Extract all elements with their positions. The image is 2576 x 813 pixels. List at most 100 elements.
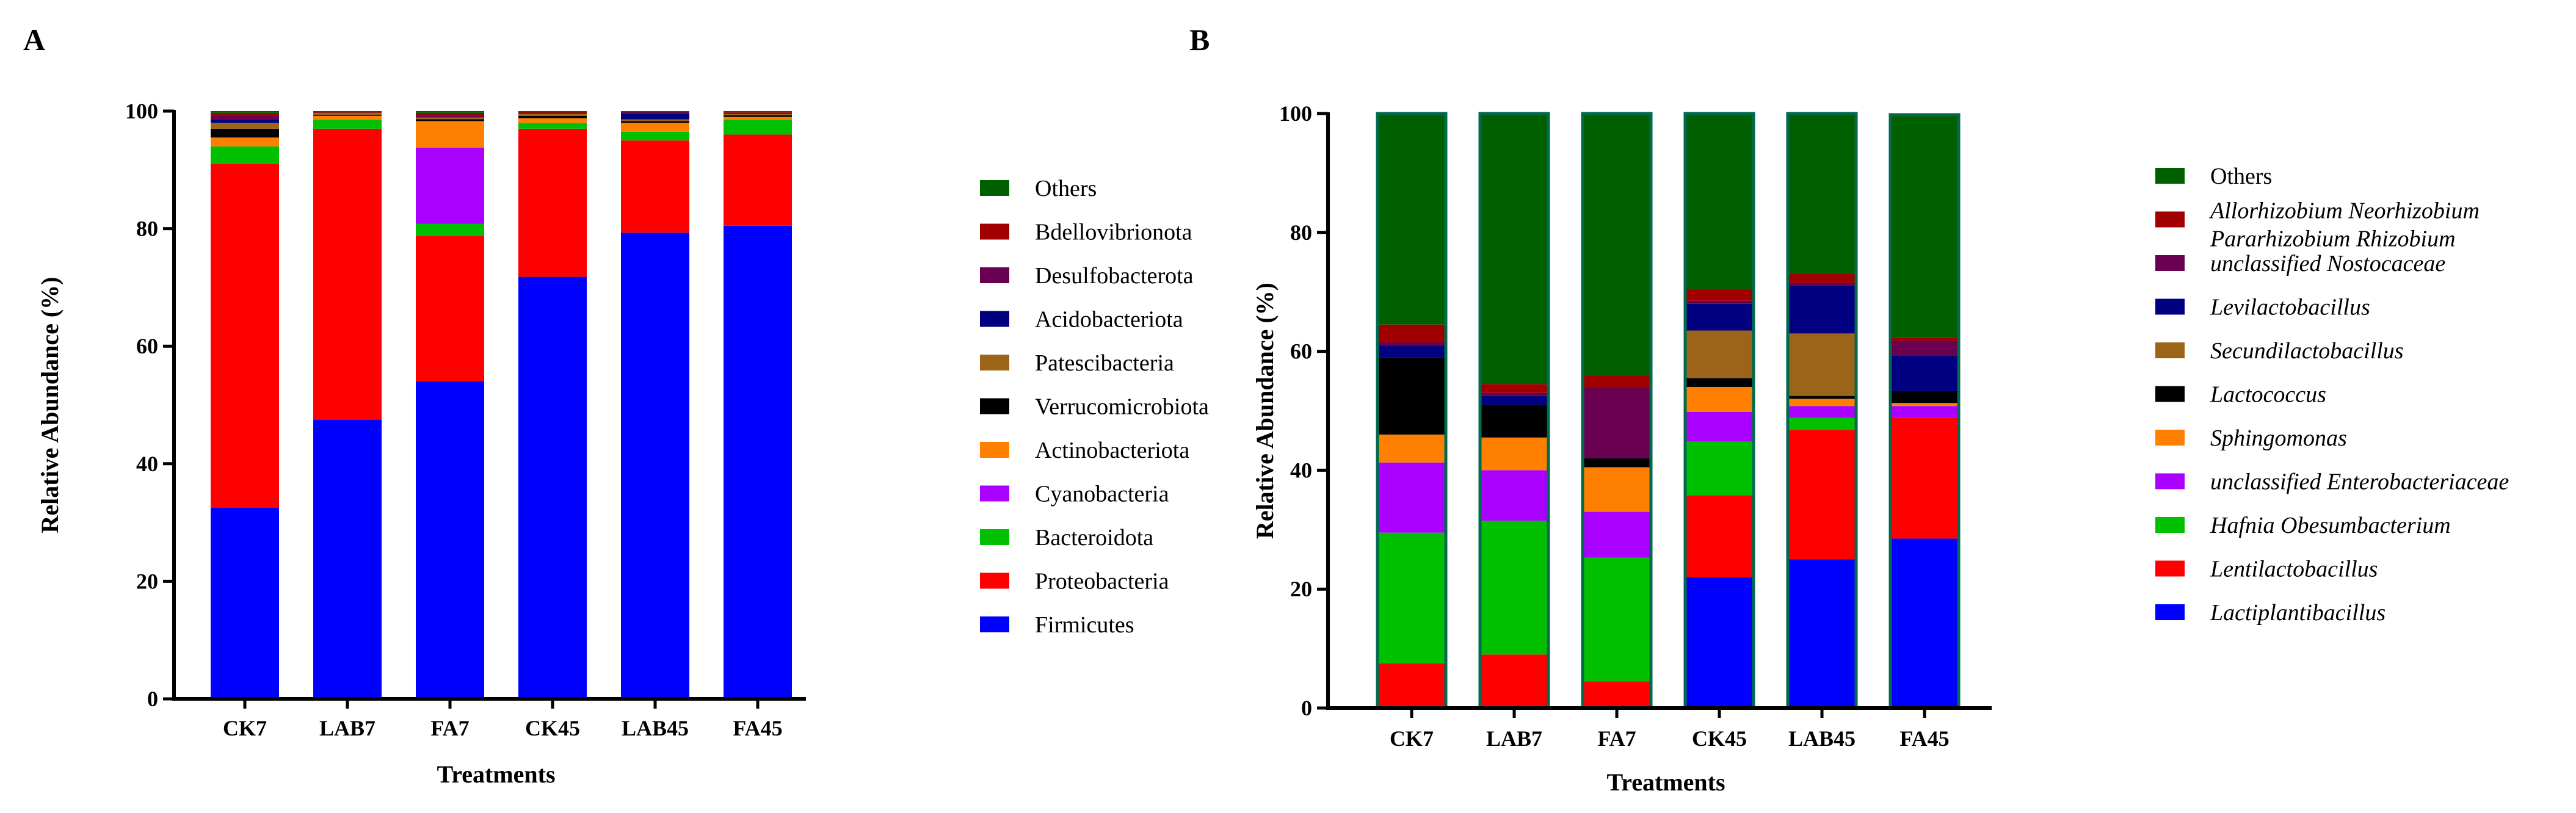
bar-fa45-series-7 (1890, 355, 1959, 391)
bar-ck45-series-5 (1685, 378, 1754, 388)
bar-ck45-series-1 (518, 128, 587, 277)
legend-label: Lactiplantibacillus (2210, 600, 2386, 626)
legend-label: Verrucomicrobiota (1035, 394, 1209, 420)
legend-label: Proteobacteria (1035, 569, 1169, 594)
bar-fa7-series-2 (1583, 557, 1651, 682)
bar-fa45-series-4 (1890, 403, 1959, 406)
legend-label: Bdellovibrionota (1035, 220, 1192, 245)
y-tick-label: 60 (1290, 339, 1312, 364)
bar-fa45-series-6 (724, 114, 792, 115)
bar-lab7-series-8 (1480, 392, 1548, 396)
bar-ck45-series-0 (518, 276, 587, 699)
bar-lab45-series-3 (1788, 406, 1856, 418)
bar-ck45-series-0 (1685, 577, 1754, 708)
x-tick-label: FA45 (733, 716, 782, 740)
legend-label: Acidobacteriota (1035, 307, 1183, 333)
legend-label-line1: Allorhizobium Neorhizobium (2208, 198, 2480, 224)
x-axis-title: Treatments (1606, 768, 1725, 796)
bar-lab45-series-2 (1788, 417, 1856, 430)
bar-lab7-series-2 (313, 120, 382, 129)
x-tick-label: FA45 (1899, 726, 1949, 751)
bar-lab7-series-7 (1480, 396, 1548, 405)
legend-swatch (2155, 298, 2185, 315)
bar-ck7-series-5 (1377, 357, 1446, 435)
legend-label: Desulfobacterota (1035, 263, 1194, 289)
legend-swatch (980, 398, 1009, 414)
bar-ck7-series-2 (1377, 532, 1446, 663)
y-tick-label: 20 (1290, 577, 1312, 601)
y-tick-label: 0 (1301, 696, 1312, 720)
bar-ck7-series-10 (211, 111, 279, 113)
bar-lab7-series-10 (313, 111, 382, 112)
x-tick-label: CK7 (223, 716, 267, 740)
bar-lab7-series-9 (1480, 384, 1548, 393)
legend-label: Actinobacteriota (1035, 438, 1189, 463)
bar-fa7-series-6 (416, 117, 484, 120)
x-axis-title: Treatments (437, 761, 555, 788)
legend-swatch (980, 442, 1009, 458)
bar-lab7-series-5 (1480, 405, 1548, 438)
bar-ck45-series-2 (518, 123, 587, 129)
y-axis-title: Relative Abundance (%) (36, 277, 63, 533)
bar-fa45-series-2 (724, 120, 792, 135)
bar-fa7-series-0 (416, 381, 484, 699)
bar-ck7-series-7 (211, 120, 279, 123)
bar-fa45-series-5 (1890, 391, 1959, 403)
legend-label: unclassified Nostocaceae (2210, 251, 2445, 276)
bar-ck7-series-1 (1377, 663, 1446, 708)
legend-label: Others (1035, 176, 1097, 201)
bar-fa45-series-0 (724, 225, 792, 699)
x-tick-label: LAB45 (1788, 726, 1856, 751)
bar-fa7-series-8 (1583, 387, 1651, 458)
y-tick-label: 80 (1290, 220, 1312, 245)
bar-fa45-series-0 (1890, 538, 1959, 708)
bar-lab7-series-10 (1480, 114, 1548, 385)
bar-ck45-series-9 (1685, 289, 1754, 301)
bar-lab7-series-6 (313, 112, 382, 115)
y-tick-label: 100 (1279, 101, 1312, 126)
bar-ck45-series-10 (1685, 114, 1754, 289)
bar-fa45-series-10 (724, 111, 792, 112)
bar-ck7-series-6 (211, 123, 279, 129)
bar-fa45-series-5 (724, 115, 792, 117)
bar-fa45-series-9 (1890, 338, 1959, 341)
bar-ck7-series-4 (1377, 434, 1446, 463)
bar-lab45-series-1 (1788, 430, 1856, 560)
bar-fa45-series-8 (1890, 341, 1959, 356)
bar-fa45-series-10 (1890, 114, 1959, 338)
bar-ck45-series-8 (1685, 300, 1754, 304)
legend-label: Secundilactobacillus (2210, 338, 2404, 364)
bar-lab45-series-8 (621, 112, 689, 114)
x-tick-label: FA7 (1597, 726, 1636, 751)
panel-b-chart: CK7 LAB7 FA7 CK45 LAB45 FA45 0 20 40 60 80 100 Relat… (1251, 101, 2509, 796)
legend-swatch (980, 355, 1009, 370)
bar-ck7-series-10 (1377, 114, 1446, 325)
bar-fa7-series-3 (1583, 511, 1651, 558)
legend-swatch (2155, 386, 2185, 402)
bar-ck7-series-9 (211, 112, 279, 115)
bar-lab7-series-1 (1480, 654, 1548, 708)
legend-label: unclassified Enterobacteriaceae (2210, 469, 2509, 495)
panel-letter-a: A (23, 23, 45, 57)
legend: Others Allorhizobium NeorhizobiumPararhiz… (2155, 164, 2509, 626)
panel-letter-b: B (1189, 23, 1210, 57)
x-tick-label: CK45 (1692, 726, 1747, 751)
bar-fa45-series-9 (724, 112, 792, 113)
legend-swatch (980, 180, 1009, 196)
legend-swatch (980, 529, 1009, 545)
bar-ck7-series-3 (1377, 462, 1446, 533)
bar-ck45-series-4 (518, 118, 587, 123)
legend-swatch (2155, 560, 2185, 577)
panel-a-chart: CK7 LAB7 FA7 CK45 LAB45 FA45 0 20 40 60 80 100 Relat… (36, 99, 1209, 788)
y-tick-label: 0 (147, 687, 158, 711)
bar-ck7-series-4 (211, 137, 279, 146)
bar-fa7-series-3 (416, 147, 484, 224)
y-tick-label: 40 (136, 452, 158, 476)
bar-ck7-series-8 (1377, 342, 1446, 345)
legend-swatch (2155, 255, 2185, 271)
bar-ck45-series-3 (1685, 411, 1754, 442)
legend-label: Lentilactobacillus (2210, 557, 2378, 582)
bar-fa45-series-4 (724, 117, 792, 120)
x-tick-label: LAB7 (319, 716, 376, 740)
legend-label: Others (2210, 164, 2272, 189)
